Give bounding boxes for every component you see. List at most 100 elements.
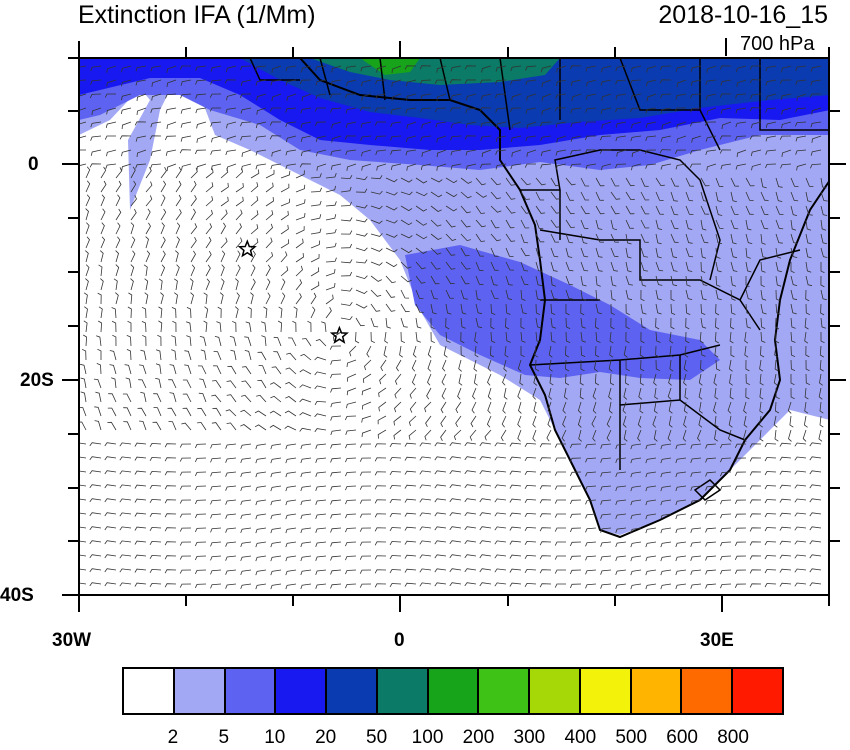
wind-barb — [809, 498, 822, 503]
wind-barb — [345, 471, 357, 477]
wind-barb — [640, 289, 645, 302]
wind-barb — [179, 149, 192, 154]
wind-barb — [270, 513, 282, 520]
wind-barb — [340, 217, 353, 222]
wind-barb — [261, 335, 267, 347]
wind-barb — [615, 93, 627, 100]
wind-barb — [794, 568, 807, 573]
wind-barb — [781, 149, 792, 157]
wind-barb — [458, 359, 462, 372]
wind-barb — [489, 345, 495, 358]
wind-barb — [273, 336, 282, 347]
wind-barb — [630, 485, 642, 492]
wind-barb — [443, 345, 448, 358]
wind-barb — [690, 541, 702, 547]
wind-barb — [790, 359, 796, 372]
wind-barb — [445, 247, 456, 256]
wind-barb — [805, 219, 812, 231]
wind-barb — [670, 191, 678, 202]
wind-barb — [790, 262, 795, 274]
wind-barb — [160, 250, 166, 263]
wind-barb — [240, 541, 252, 548]
wind-barb — [638, 387, 643, 400]
wind-barb — [361, 163, 372, 171]
wind-barb — [330, 485, 342, 491]
wind-barb — [362, 373, 372, 383]
wind-barb — [524, 554, 537, 560]
wind-barb — [700, 261, 706, 273]
wind-barb — [314, 107, 326, 112]
wind-barb — [179, 471, 192, 476]
wind-barb — [205, 196, 214, 207]
wind-barb — [640, 247, 648, 258]
wind-barb — [645, 555, 657, 562]
wind-barb — [445, 177, 458, 184]
wind-barb — [805, 205, 813, 216]
wind-barb — [415, 261, 426, 270]
wind-barb — [300, 569, 312, 576]
wind-barb — [250, 264, 256, 277]
wind-barb — [300, 499, 312, 506]
wind-barb — [805, 247, 812, 259]
wind-barb — [715, 205, 723, 216]
wind-barb — [565, 261, 574, 272]
wind-barb — [106, 107, 117, 115]
wind-barb — [675, 471, 687, 478]
wind-barb — [595, 275, 601, 287]
wind-barb — [809, 512, 822, 517]
wind-barb — [474, 345, 479, 358]
wind-barb — [315, 583, 327, 589]
wind-barb — [715, 191, 722, 203]
wind-barb — [210, 65, 222, 72]
wind-barb — [90, 79, 102, 85]
wind-barb — [210, 513, 222, 519]
wind-barb — [585, 471, 597, 477]
wind-barb — [406, 93, 417, 101]
wind-barb — [450, 65, 462, 72]
wind-barb — [79, 163, 87, 167]
wind-barb — [240, 135, 252, 141]
wind-barb — [225, 499, 237, 505]
wind-barb — [697, 429, 702, 442]
wind-barb — [375, 93, 387, 100]
wind-barb — [164, 541, 177, 546]
wind-barb — [595, 219, 603, 230]
wind-barb — [179, 527, 192, 532]
wind-barb — [370, 205, 383, 210]
wind-barb — [136, 149, 147, 157]
wind-barb — [810, 79, 822, 86]
wind-barb — [195, 107, 207, 114]
wind-barb — [640, 331, 645, 344]
wind-barb — [595, 261, 603, 272]
wind-barb — [819, 345, 824, 358]
wind-barb — [385, 317, 391, 329]
colorbar-label: 5 — [218, 727, 230, 748]
wind-barb — [524, 442, 537, 448]
wind-barb — [355, 289, 368, 294]
wind-barb — [370, 233, 383, 237]
wind-barb — [300, 353, 312, 361]
wind-barb — [449, 107, 462, 112]
wind-barb — [285, 457, 297, 464]
wind-barb — [623, 345, 628, 358]
wind-barb — [580, 303, 585, 316]
wind-barb — [404, 568, 417, 573]
wind-barb — [436, 93, 447, 101]
wind-barb — [809, 526, 822, 531]
wind-barb — [330, 79, 342, 86]
map-plot — [62, 41, 846, 612]
wind-barb — [743, 429, 747, 442]
wind-barb — [569, 499, 582, 505]
wind-barb — [240, 555, 252, 562]
wind-barb — [345, 429, 357, 435]
wind-barb — [705, 457, 717, 463]
wind-barb — [404, 456, 417, 461]
wind-barb — [532, 429, 537, 442]
wind-barb — [220, 168, 229, 179]
wind-barb — [121, 65, 132, 73]
wind-barb — [487, 359, 492, 372]
wind-barb — [144, 292, 149, 305]
wind-barb — [285, 583, 297, 590]
wind-barb — [794, 512, 807, 517]
wind-barb — [450, 149, 462, 156]
